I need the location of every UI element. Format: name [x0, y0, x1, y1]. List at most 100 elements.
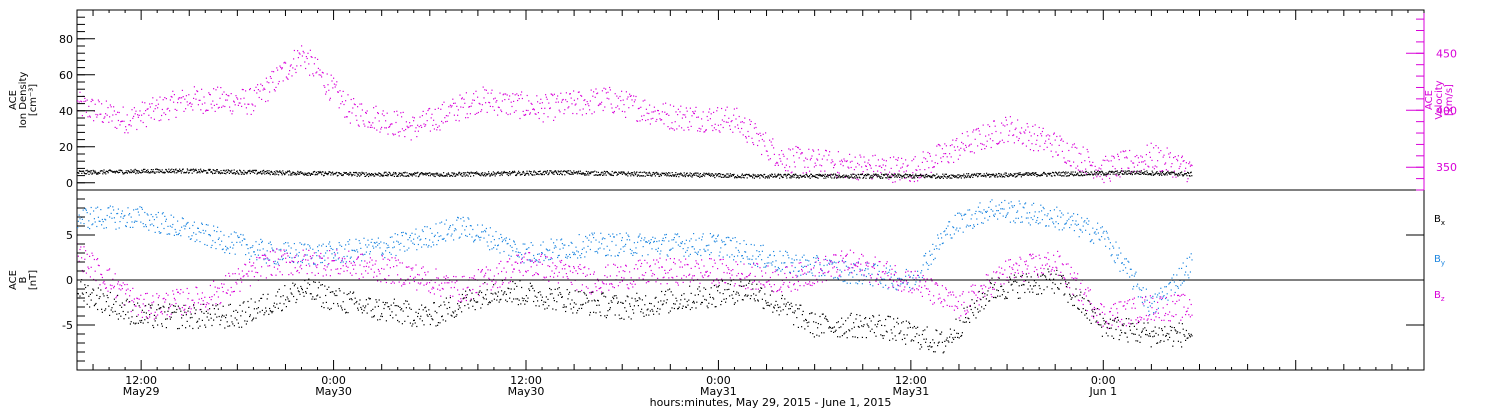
- velocity-series-point: [816, 158, 818, 160]
- velocity-series-point: [360, 115, 362, 117]
- density-series-point: [577, 171, 579, 173]
- bz-series-point: [253, 262, 255, 264]
- by-series-point: [256, 259, 258, 261]
- velocity-series-point: [889, 171, 891, 173]
- density-series-point: [957, 174, 959, 176]
- velocity-series-point: [445, 121, 447, 123]
- by-series-point: [272, 249, 274, 251]
- velocity-series-point: [683, 129, 685, 131]
- bz-series-point: [295, 255, 297, 257]
- density-series-point: [217, 171, 219, 173]
- by-series-point: [1106, 232, 1108, 234]
- velocity-series-point: [801, 152, 803, 154]
- velocity-series-point: [577, 91, 579, 93]
- by-series-point: [1112, 245, 1114, 247]
- density-series-point: [1076, 173, 1078, 175]
- by-series-point: [925, 252, 927, 255]
- density-series-point: [464, 172, 466, 174]
- velocity-series-point: [682, 114, 684, 116]
- density-series-point: [983, 173, 985, 175]
- velocity-series-point: [818, 153, 820, 155]
- density-series-point: [834, 173, 836, 175]
- density-series-point: [552, 173, 554, 175]
- density-series-point: [164, 171, 166, 174]
- velocity-series-point: [845, 160, 847, 163]
- velocity-series-point: [672, 128, 674, 130]
- velocity-series-point: [421, 126, 423, 128]
- velocity-series-point: [289, 70, 291, 72]
- velocity-series-point: [575, 103, 577, 105]
- by-series-point: [871, 273, 873, 275]
- by-series-point: [849, 282, 851, 284]
- bz-series-point: [171, 304, 173, 306]
- by-series-point: [1119, 270, 1121, 272]
- velocity-series-point: [425, 124, 427, 126]
- density-series-point: [526, 170, 528, 172]
- by-series-point: [574, 253, 576, 256]
- density-series-point: [833, 173, 835, 175]
- bz-series-point: [235, 281, 237, 283]
- by-series-point: [829, 259, 831, 261]
- density-series-point: [948, 175, 950, 177]
- by-series-point: [913, 274, 915, 276]
- velocity-series-point: [474, 113, 476, 115]
- velocity-series-point: [213, 104, 215, 106]
- velocity-series-point: [945, 145, 947, 147]
- density-series-point: [630, 172, 632, 174]
- by-series-point: [140, 221, 142, 223]
- velocity-series-point: [693, 112, 695, 114]
- velocity-series-point: [195, 98, 197, 100]
- velocity-series-point: [725, 121, 727, 123]
- by-series-point: [1017, 217, 1019, 219]
- by-series-point: [901, 278, 903, 280]
- velocity-series-point: [365, 112, 367, 114]
- density-series-point: [966, 173, 968, 175]
- by-series-point: [1114, 262, 1116, 264]
- by-series-point: [389, 236, 391, 238]
- by-series-point: [587, 245, 589, 247]
- by-series-point: [1116, 254, 1118, 256]
- velocity-series-point: [1156, 166, 1158, 168]
- density-series-point: [795, 173, 797, 175]
- by-series-point: [1180, 284, 1182, 286]
- velocity-series-point: [1123, 151, 1125, 153]
- velocity-series-point: [1188, 163, 1190, 165]
- bz-series-point: [88, 268, 90, 270]
- bz-series-point: [153, 301, 155, 303]
- density-series-point: [530, 172, 532, 175]
- by-series-point: [550, 238, 552, 240]
- by-series-point: [481, 231, 483, 233]
- velocity-series-point: [895, 158, 897, 161]
- density-series-point: [1110, 171, 1112, 173]
- velocity-series-point: [1173, 157, 1175, 159]
- density-series-point: [507, 174, 509, 177]
- density-series-point: [866, 173, 868, 175]
- density-series-point: [196, 172, 198, 174]
- density-series-point: [903, 176, 905, 178]
- by-series-point: [973, 225, 975, 228]
- density-series-point: [888, 176, 890, 179]
- velocity-series-point: [898, 170, 900, 172]
- velocity-series-point: [129, 124, 131, 126]
- density-series-point: [1100, 171, 1102, 173]
- velocity-series-point: [480, 110, 482, 113]
- by-series-point: [643, 239, 645, 241]
- density-series-point: [622, 171, 624, 173]
- density-series-point: [330, 174, 332, 176]
- velocity-series-point: [81, 101, 83, 103]
- density-series-point: [97, 173, 99, 175]
- density-series-point: [1137, 172, 1139, 174]
- by-series-point: [397, 241, 399, 243]
- by-series-point: [333, 251, 335, 254]
- by-series-point: [1103, 230, 1105, 232]
- by-series-point: [1146, 299, 1148, 301]
- density-series-point: [342, 174, 344, 177]
- by-series-point: [540, 244, 542, 246]
- by-series-point: [285, 242, 287, 244]
- by-series-point: [509, 245, 511, 247]
- bz-series-point: [259, 257, 261, 259]
- velocity-series-point: [1033, 133, 1035, 135]
- by-series-point: [166, 233, 168, 235]
- density-series-point: [677, 173, 679, 175]
- density-series-point: [1173, 171, 1175, 173]
